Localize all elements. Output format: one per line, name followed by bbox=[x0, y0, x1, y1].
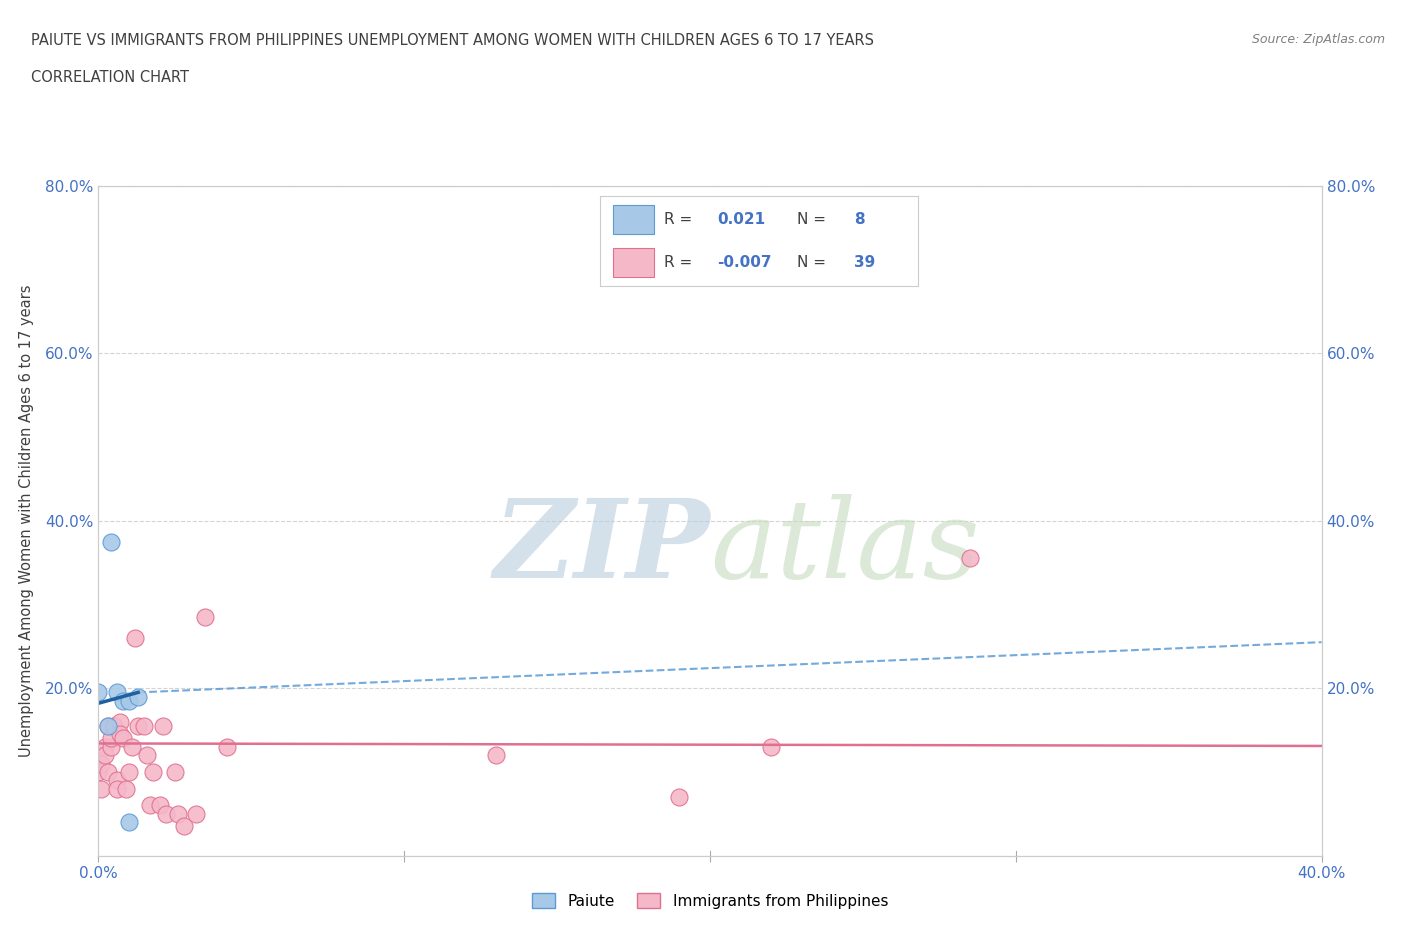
Point bbox=[97, 764, 120, 779]
Point bbox=[100, 739, 122, 754]
Point bbox=[173, 819, 195, 834]
Point bbox=[139, 798, 162, 813]
Point bbox=[485, 748, 508, 763]
Point bbox=[105, 781, 128, 796]
Point bbox=[105, 773, 128, 788]
Point bbox=[105, 685, 128, 700]
Point bbox=[118, 694, 141, 709]
Point bbox=[149, 798, 172, 813]
Point bbox=[100, 731, 122, 746]
Point bbox=[115, 781, 138, 796]
Point bbox=[124, 631, 146, 645]
Point bbox=[108, 714, 131, 729]
Point bbox=[215, 739, 238, 754]
Point bbox=[759, 739, 782, 754]
Point bbox=[100, 535, 122, 550]
Point bbox=[142, 764, 165, 779]
Point bbox=[127, 689, 149, 704]
Point bbox=[103, 719, 125, 734]
Point bbox=[163, 764, 186, 779]
Point bbox=[194, 610, 217, 625]
Point bbox=[152, 719, 174, 734]
Point bbox=[97, 719, 120, 734]
Point bbox=[118, 764, 141, 779]
Point bbox=[121, 739, 143, 754]
Point bbox=[186, 806, 208, 821]
Point bbox=[90, 781, 112, 796]
Point bbox=[87, 764, 110, 779]
Text: atlas: atlas bbox=[710, 494, 980, 602]
Point bbox=[103, 719, 125, 734]
Point bbox=[118, 815, 141, 830]
Legend: Paiute, Immigrants from Philippines: Paiute, Immigrants from Philippines bbox=[526, 886, 894, 915]
Point bbox=[90, 756, 112, 771]
Point bbox=[87, 685, 110, 700]
Text: Source: ZipAtlas.com: Source: ZipAtlas.com bbox=[1251, 33, 1385, 46]
Point bbox=[97, 719, 120, 734]
Text: CORRELATION CHART: CORRELATION CHART bbox=[31, 70, 188, 85]
Point bbox=[93, 748, 115, 763]
Point bbox=[93, 739, 115, 754]
Text: PAIUTE VS IMMIGRANTS FROM PHILIPPINES UNEMPLOYMENT AMONG WOMEN WITH CHILDREN AGE: PAIUTE VS IMMIGRANTS FROM PHILIPPINES UN… bbox=[31, 33, 875, 47]
Point bbox=[668, 790, 690, 804]
Point bbox=[167, 806, 190, 821]
Point bbox=[127, 719, 149, 734]
Point bbox=[155, 806, 177, 821]
Text: ZIP: ZIP bbox=[494, 494, 710, 602]
Point bbox=[136, 748, 159, 763]
Point bbox=[108, 727, 131, 742]
Y-axis label: Unemployment Among Women with Children Ages 6 to 17 years: Unemployment Among Women with Children A… bbox=[18, 285, 34, 757]
Point bbox=[87, 748, 110, 763]
Point bbox=[959, 551, 981, 566]
Point bbox=[111, 731, 134, 746]
Point bbox=[111, 694, 134, 709]
Point bbox=[134, 719, 156, 734]
